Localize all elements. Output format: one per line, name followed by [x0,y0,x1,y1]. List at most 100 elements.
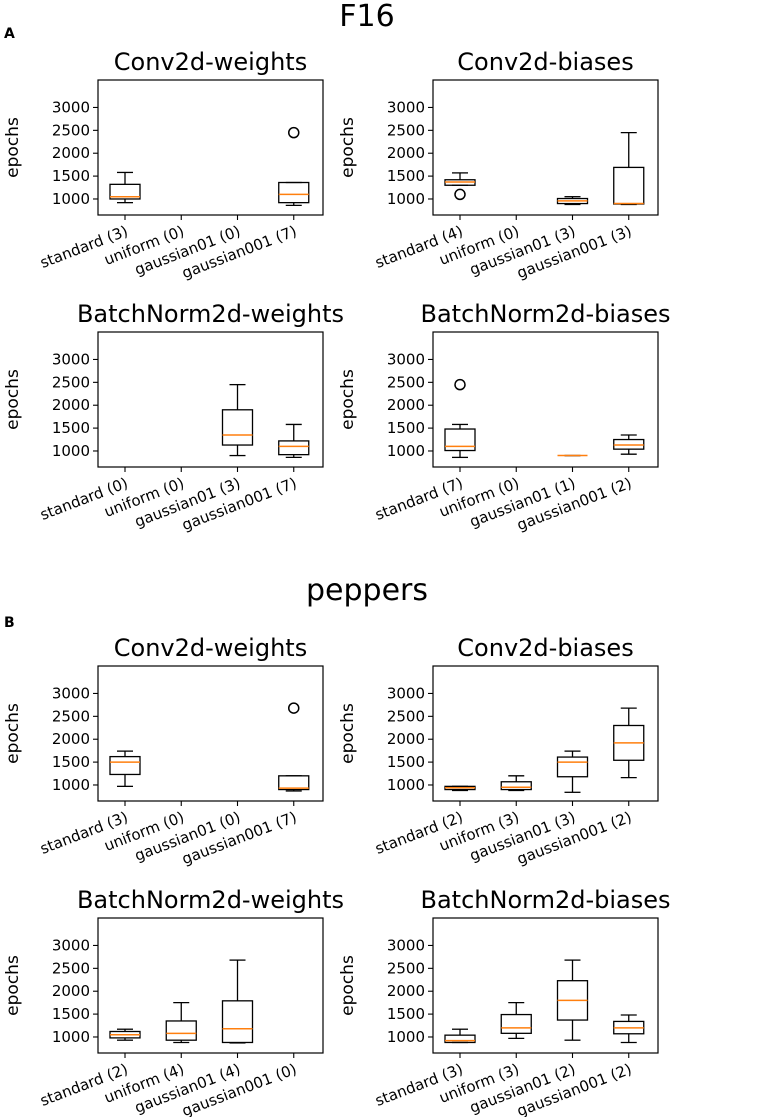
y-tick-label: 1000 [387,190,425,208]
plot-frame [432,79,659,216]
y-tick-label: 1500 [52,1005,90,1023]
iqr-box [221,1000,254,1044]
iqr-box [556,756,589,778]
box-4 [278,126,310,207]
y-tick-label: 1000 [52,442,90,460]
section-title-f16: F16 [339,0,394,34]
box-1 [109,171,141,204]
y-tick-label: 1000 [387,442,425,460]
iqr-box [613,166,645,205]
y-tick-label: 1500 [387,419,425,437]
iqr-box [278,181,310,204]
y-tick-label: 2000 [387,982,425,1000]
iqr-box [500,781,532,791]
box-1 [444,785,476,792]
plot-frame [432,917,659,1054]
outlier-point [288,126,300,139]
box-2 [165,1002,197,1044]
y-tick-label: 2500 [387,121,425,139]
y-tick-label: 2500 [52,373,90,391]
chart-title: BatchNorm2d-biases [421,886,671,914]
y-tick-label: 3000 [52,350,90,368]
outlier-point [454,378,466,391]
box-3 [556,750,589,793]
y-tick-label: 1500 [52,167,90,185]
y-tick-label: 3000 [52,98,90,116]
y-tick-label: 3000 [387,684,425,702]
y-tick-label: 2000 [52,144,90,162]
plot-frame [432,665,659,802]
y-axis-label: epochs [338,955,358,1016]
y-tick-label: 2500 [52,707,90,725]
chart-title: BatchNorm2d-weights [77,300,344,328]
iqr-box [278,440,310,456]
y-tick-label: 1500 [387,167,425,185]
chart-peppers-batchnorm2d-biases: BatchNorm2d-biases epochs 1000 1500 2000 2500… [338,886,671,1117]
y-axis-label: epochs [338,117,358,178]
iqr-box [278,775,310,791]
y-tick-label: 2500 [52,121,90,139]
chart-title: Conv2d-biases [457,48,633,76]
box-1 [444,378,476,459]
box-4 [278,423,310,459]
box-1 [109,750,141,788]
chart-title: Conv2d-weights [114,634,307,662]
y-tick-label: 1000 [52,1028,90,1046]
iqr-box [109,755,141,776]
y-axis-label: epochs [3,369,23,430]
iqr-box [221,409,254,446]
iqr-box [165,1020,197,1041]
plot-frame [97,665,324,802]
iqr-box [109,183,141,200]
box-4 [613,707,645,779]
y-tick-label: 2000 [387,144,425,162]
chart-peppers-batchnorm2d-weights: BatchNorm2d-weights epochs 1000 1500 2000 250… [3,886,344,1117]
chart-f16-batchnorm2d-weights: BatchNorm2d-weights epochs 1000 1500 2000 250… [3,300,344,534]
y-tick-label: 2500 [387,707,425,725]
y-tick-label: 3000 [387,350,425,368]
chart-peppers-conv2d-biases: Conv2d-biasesepochs10001500200025003000s… [338,634,659,868]
plot-frame [432,331,659,468]
box-4 [613,1014,645,1044]
chart-f16-conv2d-biases: Conv2d-biasesepochs10001500200025003000s… [338,48,659,282]
y-tick-label: 3000 [52,684,90,702]
y-tick-label: 3000 [387,98,425,116]
box-1 [444,172,476,201]
y-axis-label: epochs [3,703,23,764]
box-2 [500,775,532,792]
panel-label-b: B [4,615,15,631]
y-tick-label: 2500 [387,373,425,391]
y-tick-label: 2000 [52,730,90,748]
chart-title: BatchNorm2d-weights [77,886,344,914]
plot-frame [97,331,324,468]
y-tick-label: 1000 [387,776,425,794]
y-axis-label: epochs [338,703,358,764]
chart-title: BatchNorm2d-biases [421,300,671,328]
y-axis-label: epochs [3,955,23,1016]
iqr-box [444,428,476,452]
section-title-peppers: peppers [306,573,428,608]
iqr-box [444,1034,476,1044]
box-2 [500,1002,532,1040]
y-tick-label: 2000 [52,396,90,414]
y-tick-label: 1500 [52,753,90,771]
y-tick-label: 1000 [52,776,90,794]
box-3 [221,959,254,1044]
plot-frame [97,79,324,216]
y-tick-label: 1500 [387,1005,425,1023]
chart-title: Conv2d-biases [457,634,633,662]
box-3 [221,383,254,457]
plot-frame [97,917,324,1054]
y-tick-label: 2000 [387,730,425,748]
outlier-point [288,702,300,714]
y-tick-label: 2000 [387,396,425,414]
box-4 [613,131,645,206]
box-1 [109,1028,141,1041]
y-tick-label: 1000 [387,1028,425,1046]
y-tick-label: 1000 [52,190,90,208]
chart-f16-conv2d-weights: Conv2d-weights epochs 1000 1500 2000 2500 3000… [3,48,324,282]
y-tick-label: 2500 [52,959,90,977]
box-4 [278,702,310,792]
iqr-box [500,1013,532,1034]
